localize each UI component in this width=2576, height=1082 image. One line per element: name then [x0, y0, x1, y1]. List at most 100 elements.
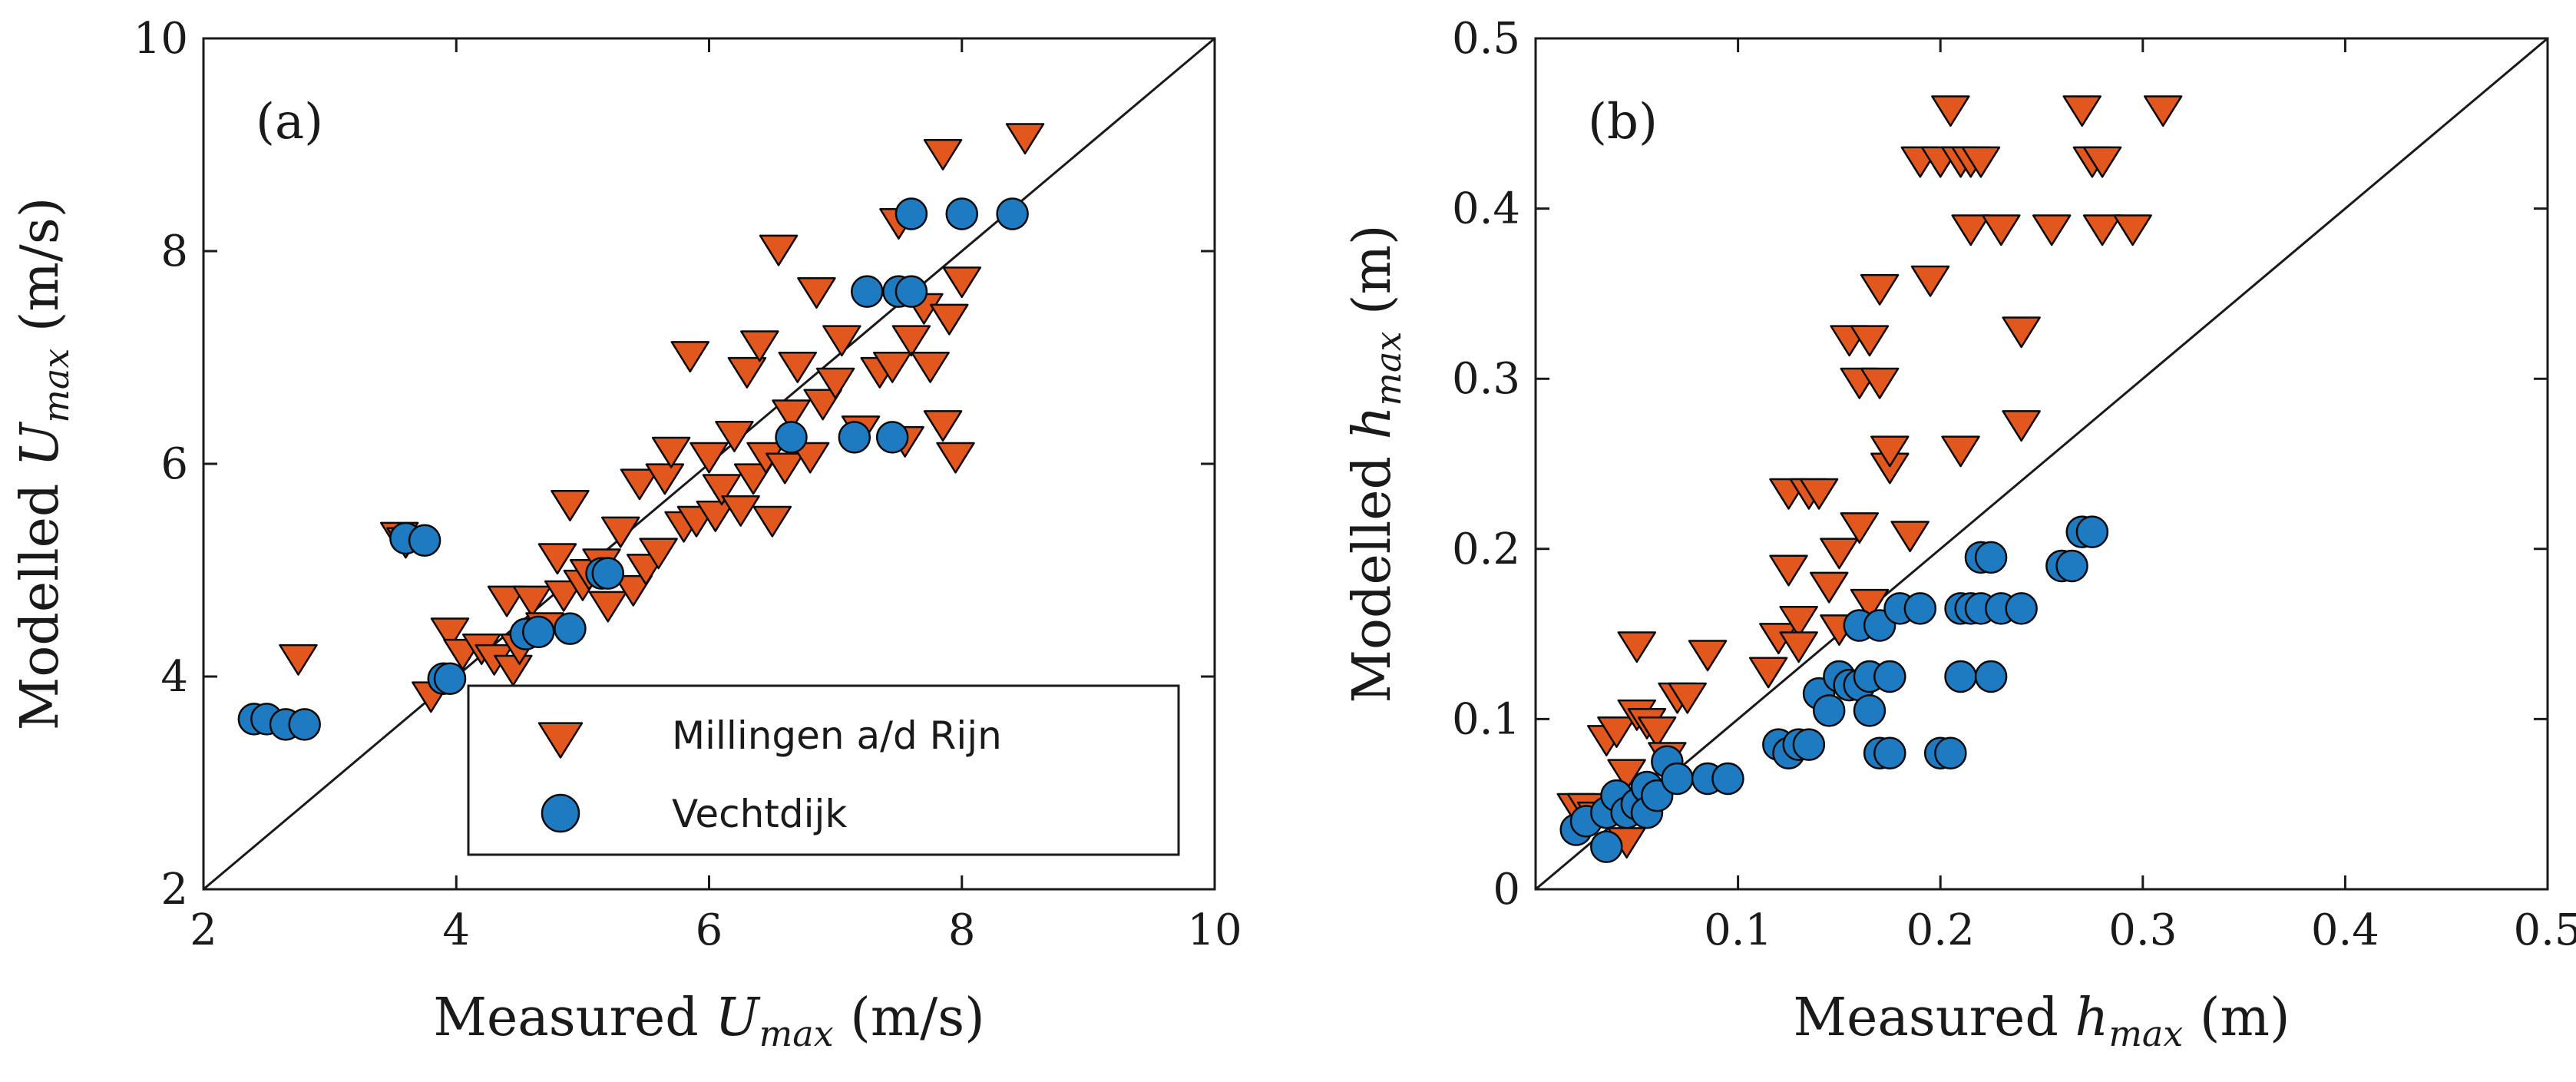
- series-vechtdijk: [237, 197, 1029, 741]
- data-point-triangle: [702, 474, 742, 506]
- legend-box: [467, 684, 1180, 856]
- data-point-circle: [554, 612, 587, 645]
- x-tick-label: 0.4: [2311, 905, 2379, 955]
- data-point-triangle: [759, 234, 799, 266]
- data-point-circle: [996, 197, 1029, 230]
- data-point-triangle: [512, 585, 552, 617]
- y-tick-label: 0.4: [1452, 184, 1520, 234]
- data-point-circle: [1661, 762, 1694, 796]
- x-tick-label: 2: [190, 905, 217, 955]
- data-point-triangle: [815, 367, 855, 399]
- y-tick-label: 0.1: [1452, 694, 1520, 744]
- data-point-triangle: [1597, 716, 1636, 748]
- data-point-triangle: [1668, 682, 1707, 714]
- data-point-circle: [433, 662, 467, 696]
- data-point-circle: [1812, 694, 1846, 727]
- y-tick-label: 6: [160, 439, 188, 489]
- data-point-circle: [2075, 515, 2109, 548]
- y-tick-label: 2: [160, 865, 188, 915]
- y-axis-label: Modelled hmax (m): [1342, 224, 1409, 703]
- data-point-triangle: [670, 341, 710, 373]
- data-point-triangle: [1820, 538, 1859, 570]
- data-point-triangle: [911, 351, 950, 383]
- y-axis-label-unit: (m/s): [10, 197, 71, 349]
- legend-marker-circle: [541, 793, 580, 833]
- x-axis-label: Measured Umax (m/s): [433, 988, 984, 1054]
- x-axis-label-prefix: Measured: [1794, 988, 2075, 1048]
- data-point-triangle: [1910, 265, 1950, 297]
- data-point-triangle: [494, 654, 533, 687]
- x-axis-label-unit: (m): [2183, 988, 2290, 1048]
- data-point-circle: [775, 421, 808, 454]
- data-point-triangle: [1941, 435, 1980, 468]
- y-axis-label-unit: (m): [1342, 224, 1403, 331]
- y-tick-label: 0.5: [1452, 14, 1520, 64]
- data-point-triangle: [1840, 512, 1880, 544]
- data-point-circle: [1873, 660, 1906, 693]
- x-tick-label: 0.1: [1704, 905, 1772, 955]
- data-point-triangle: [430, 617, 470, 650]
- data-point-circle: [1590, 830, 1623, 863]
- legend-label: Vechtdijk: [672, 792, 847, 836]
- data-point-triangle: [1961, 146, 2001, 178]
- data-point-circle: [894, 197, 928, 230]
- data-point-triangle: [1850, 588, 1890, 620]
- y-axis-label-prefix: Modelled: [10, 467, 71, 730]
- x-tick-label: 4: [442, 905, 470, 955]
- data-point-triangle: [651, 436, 691, 468]
- x-tick-label: 10: [1187, 905, 1242, 955]
- data-point-triangle: [279, 644, 318, 676]
- data-point-triangle: [1637, 716, 1677, 748]
- data-point-triangle: [2002, 316, 2041, 349]
- data-point-triangle: [752, 505, 792, 538]
- data-point-circle: [1903, 592, 1937, 625]
- data-point-triangle: [790, 442, 830, 474]
- data-point-triangle: [544, 580, 584, 612]
- data-point-circle: [522, 615, 555, 649]
- data-point-triangle: [1779, 605, 1818, 637]
- data-point-circle: [1974, 541, 2008, 574]
- y-tick-label: 8: [160, 227, 188, 276]
- data-point-triangle: [715, 421, 754, 452]
- data-point-circle: [1873, 736, 1906, 769]
- data-point-triangle: [930, 303, 969, 336]
- data-point-triangle: [1769, 554, 1808, 587]
- data-point-triangle: [2113, 214, 2152, 247]
- data-point-triangle: [2062, 95, 2101, 127]
- data-point-triangle: [822, 325, 861, 357]
- data-point-circle: [2005, 592, 2038, 625]
- data-point-triangle: [740, 330, 779, 362]
- x-tick-label: 6: [696, 905, 723, 955]
- data-point-triangle: [1931, 95, 1970, 127]
- data-point-triangle: [601, 516, 640, 548]
- y-tick-label: 10: [134, 14, 188, 64]
- data-point-triangle: [2002, 410, 2041, 442]
- data-point-circle: [1934, 736, 1967, 769]
- data-point-triangle: [588, 591, 628, 623]
- data-point-circle: [838, 421, 871, 454]
- data-point-triangle: [1005, 123, 1045, 155]
- y-tick-label: 0: [1493, 865, 1520, 915]
- data-point-triangle: [942, 266, 981, 299]
- data-point-circle: [851, 275, 884, 308]
- x-axis-label: Measured hmax (m): [1794, 988, 2290, 1054]
- data-point-triangle: [797, 277, 836, 309]
- data-point-triangle: [1951, 214, 1990, 247]
- data-point-triangle: [2082, 146, 2122, 178]
- data-point-triangle: [766, 452, 805, 485]
- data-point-triangle: [1779, 631, 1818, 663]
- data-point-triangle: [613, 574, 653, 607]
- legend: Millingen a/d Rijn Vechtdijk: [467, 684, 1180, 856]
- legend-marker-triangle: [537, 722, 584, 759]
- data-point-triangle: [1617, 631, 1657, 663]
- one-to-one-line: [1535, 37, 2548, 891]
- x-axis-label-prefix: Measured: [433, 988, 715, 1048]
- y-axis-label-subscript: max: [1367, 332, 1409, 406]
- panel-label: (b): [1588, 94, 1658, 151]
- x-axis-label-subscript: max: [2108, 1013, 2183, 1054]
- data-point-triangle: [1607, 759, 1646, 791]
- data-point-triangle: [1809, 571, 1849, 604]
- data-point-triangle: [1860, 367, 1900, 399]
- data-point-triangle: [778, 351, 817, 383]
- data-point-circle: [591, 557, 625, 590]
